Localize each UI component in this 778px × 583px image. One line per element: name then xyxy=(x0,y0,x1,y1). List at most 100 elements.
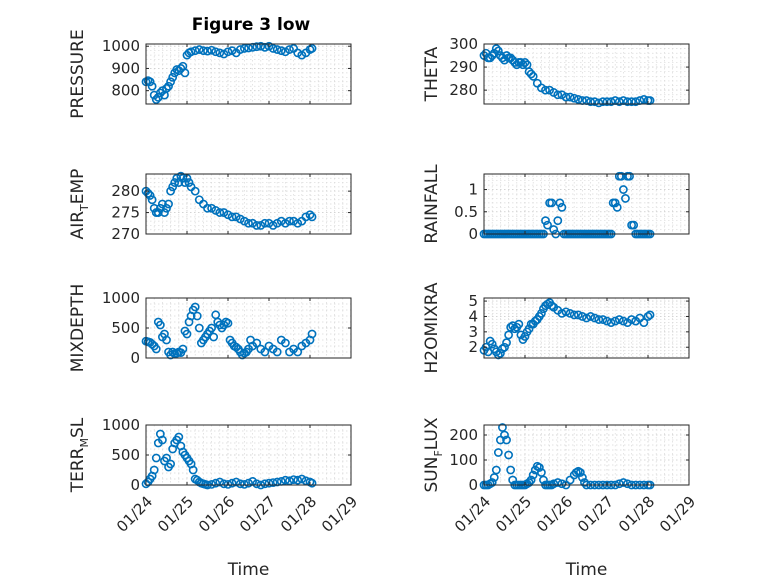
y-tick-label: 0.5 xyxy=(454,203,478,221)
data-point xyxy=(252,221,262,230)
data-point xyxy=(493,46,503,56)
figure-title: Figure 3 low xyxy=(192,15,311,35)
data-point xyxy=(506,465,516,475)
data-point xyxy=(498,423,507,432)
data-point xyxy=(520,58,530,67)
y-axis-label: H2OMIXRA xyxy=(422,282,442,373)
data-point xyxy=(207,45,216,55)
data-point xyxy=(215,208,225,217)
data-point xyxy=(557,308,567,318)
data-point xyxy=(561,307,571,317)
subplot-3: 270 275 280 AIRTEMP xyxy=(68,169,352,243)
data-point xyxy=(573,310,583,320)
data-point xyxy=(211,478,221,488)
data-point xyxy=(500,342,509,352)
data-point xyxy=(155,320,165,330)
data-point xyxy=(504,330,513,340)
data-point xyxy=(598,315,608,324)
data-point xyxy=(153,208,163,217)
y-axis-label: PRESSURE xyxy=(68,29,88,118)
data-point xyxy=(616,171,626,181)
data-point xyxy=(500,430,509,440)
y-tick-label: 270 xyxy=(111,225,140,243)
data-point xyxy=(272,45,282,54)
data-point xyxy=(207,323,216,333)
data-point xyxy=(502,338,511,348)
data-point xyxy=(151,95,161,104)
y-tick-label: 1000 xyxy=(102,37,140,55)
data-point xyxy=(174,432,184,442)
y-tick-label: 1000 xyxy=(102,416,140,434)
y-tick-label: 0 xyxy=(130,476,140,494)
data-point xyxy=(215,477,225,487)
data-point xyxy=(268,44,278,53)
data-point xyxy=(614,97,624,107)
data-point xyxy=(491,44,501,54)
data-point xyxy=(272,347,282,357)
x-tick-label: 01/29 xyxy=(318,493,361,536)
y-axis-label: SUNFLUX xyxy=(422,417,445,492)
data-point xyxy=(541,85,550,95)
y-tick-label: 300 xyxy=(449,35,478,53)
data-point xyxy=(553,216,563,226)
data-point xyxy=(510,58,520,67)
data-point xyxy=(491,465,501,475)
data-point xyxy=(244,218,253,228)
data-point xyxy=(215,48,225,58)
data-point xyxy=(557,202,567,212)
data-point xyxy=(252,479,262,489)
y-tick-label: 3 xyxy=(468,323,478,341)
data-point xyxy=(619,478,628,487)
data-point xyxy=(289,475,298,484)
data-point xyxy=(534,463,544,472)
y-tick-label: 280 xyxy=(111,182,140,200)
data-point xyxy=(614,479,624,489)
data-point xyxy=(190,186,200,196)
data-point xyxy=(235,479,245,489)
data-point xyxy=(639,94,649,104)
y-tick-label: 800 xyxy=(111,82,140,100)
y-tick-label: 5 xyxy=(468,292,478,310)
x-tick-label: 01/27 xyxy=(574,493,617,536)
data-point xyxy=(623,479,632,489)
data-point xyxy=(487,339,497,349)
data-point xyxy=(569,310,579,320)
data-point xyxy=(573,94,583,104)
data-point xyxy=(244,478,253,488)
data-point xyxy=(578,312,587,321)
data-point xyxy=(219,479,229,489)
data-point xyxy=(280,475,290,485)
data-point xyxy=(629,220,639,230)
data-point xyxy=(619,316,628,326)
data-point xyxy=(151,453,161,463)
data-point xyxy=(276,46,286,56)
axes-box xyxy=(483,297,690,359)
data-point xyxy=(207,479,216,489)
data-point xyxy=(520,332,530,341)
data-point xyxy=(162,84,171,93)
data-point xyxy=(553,478,563,487)
data-point xyxy=(151,344,161,354)
data-point xyxy=(170,178,180,187)
y-tick-label: 100 xyxy=(449,451,478,469)
data-point xyxy=(188,465,198,475)
y-axis-label: MIXDEPTH xyxy=(68,284,88,373)
data-point xyxy=(565,308,575,318)
data-point xyxy=(565,92,575,102)
data-point xyxy=(160,208,169,217)
data-point xyxy=(194,323,204,333)
data-point xyxy=(223,479,233,489)
data-point xyxy=(621,194,630,203)
x-tick-label: 01/26 xyxy=(195,493,238,536)
data-point xyxy=(493,448,503,457)
data-point xyxy=(493,350,503,360)
data-point xyxy=(537,468,546,477)
axes-box xyxy=(483,424,690,486)
data-point xyxy=(645,310,655,320)
data-point xyxy=(590,313,600,323)
data-point xyxy=(168,72,178,82)
data-point xyxy=(514,319,524,329)
data-point xyxy=(164,81,173,91)
data-point xyxy=(547,301,557,311)
